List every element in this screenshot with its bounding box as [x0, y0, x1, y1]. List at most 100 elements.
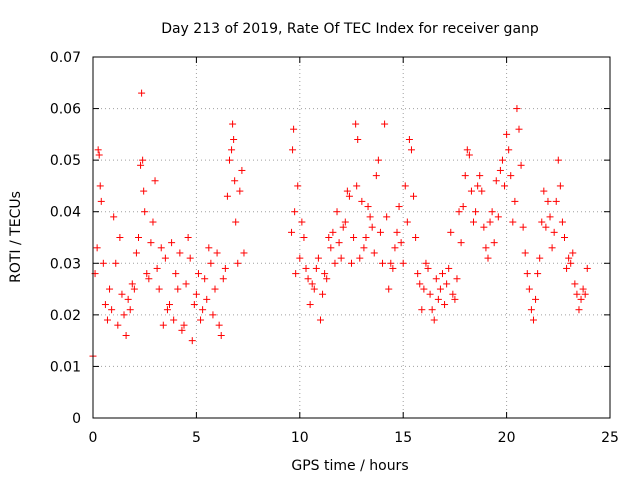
data-point	[203, 295, 211, 303]
data-point	[381, 120, 389, 128]
data-point	[581, 290, 589, 298]
data-point	[302, 264, 310, 272]
data-point	[511, 197, 519, 205]
data-point	[289, 146, 297, 154]
data-point	[308, 280, 316, 288]
data-point	[352, 120, 360, 128]
data-point	[139, 156, 147, 164]
y-axis-label: ROTI / TECUs	[8, 191, 24, 283]
data-point	[492, 177, 500, 185]
data-point	[399, 259, 407, 267]
data-point	[306, 301, 314, 309]
data-point	[436, 285, 444, 293]
data-point	[362, 234, 370, 241]
x-tick-label: 25	[601, 430, 619, 446]
data-point	[211, 285, 219, 293]
data-point	[405, 136, 413, 144]
data-point	[337, 254, 345, 262]
data-point	[474, 182, 482, 190]
data-point	[143, 270, 151, 278]
data-point	[498, 156, 506, 164]
data-point	[494, 213, 502, 221]
data-point	[430, 316, 438, 324]
data-point	[296, 254, 304, 262]
data-point	[507, 172, 515, 180]
data-point	[325, 234, 333, 241]
data-point	[122, 331, 130, 339]
data-point	[563, 264, 571, 272]
x-tick-label: 5	[192, 430, 201, 446]
data-point	[294, 182, 302, 190]
data-point	[128, 280, 136, 288]
data-point	[472, 208, 480, 216]
data-point	[575, 306, 583, 314]
data-point	[166, 301, 174, 309]
data-point	[395, 203, 403, 211]
data-point	[536, 254, 544, 262]
data-point	[569, 249, 577, 257]
axis-ticks	[92, 56, 611, 419]
data-point	[486, 218, 494, 226]
data-point	[110, 213, 118, 221]
data-point	[147, 239, 155, 247]
data-point	[488, 208, 496, 216]
data-point	[170, 316, 178, 324]
data-point	[298, 218, 306, 226]
data-point	[484, 254, 492, 262]
data-point	[403, 218, 411, 226]
data-point	[231, 177, 239, 185]
data-point	[393, 228, 401, 236]
data-point	[108, 306, 116, 314]
data-point	[300, 234, 308, 241]
data-point	[99, 259, 107, 267]
data-point	[534, 270, 542, 278]
data-point	[490, 239, 498, 247]
data-point	[457, 239, 465, 247]
data-point	[461, 172, 469, 180]
data-point	[345, 192, 353, 200]
data-point	[571, 280, 579, 288]
y-tick-label: 0.06	[50, 102, 81, 118]
data-point	[368, 223, 376, 231]
data-point	[420, 285, 428, 293]
data-point	[95, 151, 103, 159]
data-point	[432, 275, 440, 283]
data-point	[410, 192, 418, 200]
data-point	[414, 270, 422, 278]
data-point	[234, 259, 242, 267]
data-point	[389, 264, 397, 272]
data-point	[155, 285, 163, 293]
data-point	[96, 182, 104, 190]
data-point	[335, 239, 343, 247]
data-points	[89, 89, 591, 360]
data-point	[546, 213, 554, 221]
data-point	[567, 259, 575, 267]
data-point	[180, 321, 188, 329]
data-point	[455, 208, 463, 216]
y-tick-label: 0	[72, 411, 81, 427]
data-point	[194, 270, 202, 278]
data-point	[134, 234, 142, 241]
y-tick-label: 0.07	[50, 50, 81, 66]
data-point	[103, 316, 111, 324]
data-point	[188, 337, 196, 345]
data-point	[319, 290, 327, 298]
data-point	[529, 316, 537, 324]
tick-labels: 0 5 10 15 20 25 0 0.01 0.02 0.03 0.04 0.05 0.06 0.07	[50, 50, 619, 446]
data-point	[387, 259, 395, 267]
y-tick-label: 0.05	[50, 153, 81, 169]
data-point	[465, 151, 473, 159]
data-point	[201, 275, 209, 283]
data-point	[505, 146, 513, 154]
data-point	[501, 182, 509, 190]
data-point	[422, 259, 430, 267]
data-point	[350, 234, 358, 241]
data-point	[232, 218, 240, 226]
data-point	[519, 223, 527, 231]
x-tick-label: 0	[89, 430, 98, 446]
data-point	[441, 301, 449, 309]
data-point	[463, 146, 471, 154]
data-point	[550, 228, 558, 236]
data-point	[496, 166, 504, 174]
data-point	[445, 264, 453, 272]
